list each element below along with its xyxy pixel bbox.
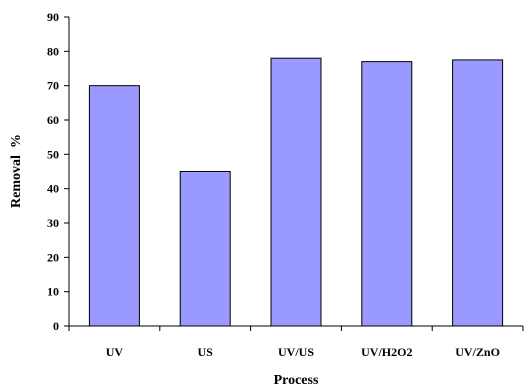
y-tick-label: 0	[53, 319, 59, 333]
bar-uv-us	[270, 57, 322, 327]
y-tick-label: 30	[47, 216, 59, 230]
y-tick-label: 50	[47, 147, 59, 161]
y-axis-title: Removal %	[9, 134, 24, 208]
bar-uv	[88, 85, 140, 327]
category-label: US	[198, 345, 214, 359]
category-label: UV/H2O2	[361, 345, 412, 359]
category-label: UV/ZnO	[455, 345, 500, 359]
y-tick-label: 70	[47, 79, 59, 93]
y-tick-label: 10	[47, 285, 59, 299]
x-ticks-group	[68, 326, 524, 331]
category-label: UV	[106, 345, 124, 359]
y-ticks-group: 0 10 20 30 40 50 60 70 80 90	[47, 10, 69, 333]
y-tick-label: 60	[47, 113, 59, 127]
x-axis-title: Process	[274, 373, 319, 388]
y-tick-label: 90	[47, 10, 59, 24]
category-label: UV/US	[278, 345, 314, 359]
y-tick-label: 40	[47, 182, 59, 196]
bar-uv-zno	[452, 59, 504, 327]
bar-uv-h2o2	[361, 61, 413, 327]
bar-us	[179, 171, 231, 327]
y-tick-label: 20	[47, 250, 59, 264]
bars-group	[88, 57, 504, 327]
y-tick-label: 80	[47, 44, 59, 58]
category-labels-group: UV US UV/US UV/H2O2 UV/ZnO	[106, 345, 500, 359]
